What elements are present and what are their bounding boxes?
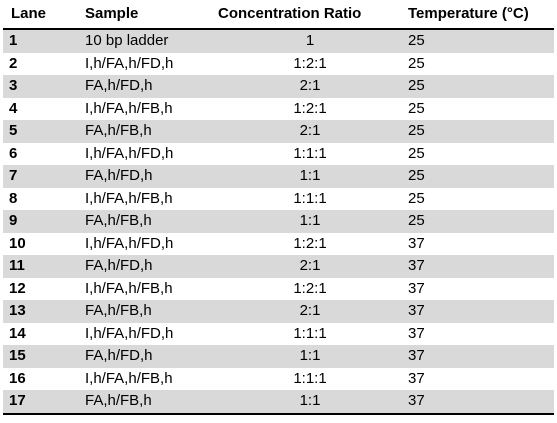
- temperature-cell: 25: [408, 99, 425, 117]
- table-row: 14 I,h/FA,h/FD,h 1:1:1 37: [3, 323, 554, 346]
- concentration-ratio-cell: 1:2:1: [293, 54, 327, 72]
- concentration-ratio-cell: 1:1:1: [293, 324, 327, 342]
- concentration-ratio-cell: 2:1: [299, 302, 321, 319]
- sample-cell: I,h/FA,h/FB,h: [85, 99, 173, 117]
- table-row: 12 I,h/FA,h/FB,h 1:2:1 37: [3, 278, 554, 301]
- temperature-cell: 25: [408, 167, 425, 184]
- sample-cell: 10 bp ladder: [85, 32, 169, 49]
- table-row: 5 FA,h/FB,h 2:1 25: [3, 120, 554, 143]
- table-row: 4 I,h/FA,h/FB,h 1:2:1 25: [3, 98, 554, 121]
- lane-cell: 16: [9, 369, 26, 387]
- table-bottom-rule: [3, 412, 554, 415]
- lane-cell: 14: [9, 324, 26, 342]
- header-sample: Sample: [85, 5, 139, 22]
- table-row: 8 I,h/FA,h/FB,h 1:1:1 25: [3, 188, 554, 211]
- table-row: 11 FA,h/FD,h 2:1 37: [3, 255, 554, 278]
- header-temperature: Temperature (°C): [408, 5, 529, 22]
- concentration-ratio-cell: 1:1: [299, 392, 321, 409]
- header-concentration-ratio: Concentration Ratio: [218, 5, 362, 22]
- sample-cell: I,h/FA,h/FB,h: [85, 279, 173, 297]
- sample-cell: FA,h/FB,h: [85, 302, 152, 319]
- sample-cell: I,h/FA,h/FD,h: [85, 54, 174, 72]
- lane-cell: 12: [9, 279, 26, 297]
- table-row: 15 FA,h/FD,h 1:1 37: [3, 345, 554, 368]
- table-row: 9 FA,h/FB,h 1:1 25: [3, 210, 554, 233]
- header-lane: Lane: [11, 5, 47, 22]
- concentration-ratio-cell: 1:1: [299, 167, 321, 184]
- lane-cell: 17: [9, 392, 26, 409]
- concentration-ratio-cell: 1:1: [299, 212, 321, 229]
- table-row: 13 FA,h/FB,h 2:1 37: [3, 300, 554, 323]
- lane-cell: 11: [9, 257, 25, 274]
- lane-cell: 3: [9, 77, 18, 94]
- temperature-cell: 37: [408, 279, 425, 297]
- temperature-cell: 37: [408, 369, 425, 387]
- temperature-cell: 25: [408, 32, 425, 49]
- concentration-ratio-cell: 1:2:1: [293, 99, 327, 117]
- lane-cell: 2: [9, 54, 18, 72]
- table-row: 10 I,h/FA,h/FD,h 1:2:1 37: [3, 233, 554, 256]
- temperature-cell: 37: [408, 234, 425, 252]
- concentration-ratio-cell: 1:2:1: [293, 234, 327, 252]
- temperature-cell: 25: [408, 212, 425, 229]
- sample-cell: I,h/FA,h/FB,h: [85, 369, 173, 387]
- table-header-row: Lane Sample Concentration Ratio Temperat…: [3, 0, 554, 30]
- table-row: 3 FA,h/FD,h 2:1 25: [3, 75, 554, 98]
- concentration-ratio-cell: 1:1:1: [293, 189, 327, 207]
- sample-cell: FA,h/FB,h: [85, 212, 152, 229]
- table-row: 16 I,h/FA,h/FB,h 1:1:1 37: [3, 368, 554, 391]
- concentration-ratio-cell: 1:2:1: [293, 279, 327, 297]
- table-row: 7 FA,h/FD,h 1:1 25: [3, 165, 554, 188]
- temperature-cell: 25: [408, 77, 425, 94]
- lane-cell: 6: [9, 144, 18, 162]
- lane-cell: 8: [9, 189, 18, 207]
- table-row: 17 FA,h/FB,h 1:1 37: [3, 390, 554, 413]
- concentration-ratio-cell: 1: [305, 32, 315, 49]
- concentration-ratio-cell: 2:1: [299, 257, 321, 274]
- sample-cell: FA,h/FB,h: [85, 122, 152, 139]
- sample-cell: FA,h/FD,h: [85, 77, 153, 94]
- sample-cell: I,h/FA,h/FD,h: [85, 144, 174, 162]
- sample-cell: FA,h/FD,h: [85, 167, 153, 184]
- lane-cell: 7: [9, 167, 18, 184]
- table-row: 2 I,h/FA,h/FD,h 1:2:1 25: [3, 53, 554, 76]
- lane-cell: 1: [9, 32, 18, 49]
- lane-cell: 9: [9, 212, 18, 229]
- sample-cell: I,h/FA,h/FD,h: [85, 324, 174, 342]
- lane-cell: 15: [9, 347, 26, 364]
- temperature-cell: 25: [408, 122, 425, 139]
- sample-cell: I,h/FA,h/FD,h: [85, 234, 174, 252]
- lane-cell: 10: [9, 234, 26, 252]
- lane-table: Lane Sample Concentration Ratio Temperat…: [3, 0, 554, 415]
- table-row: 1 10 bp ladder 1 25: [3, 30, 554, 53]
- sample-cell: FA,h/FD,h: [85, 347, 153, 364]
- temperature-cell: 37: [408, 392, 425, 409]
- table-row: 6 I,h/FA,h/FD,h 1:1:1 25: [3, 143, 554, 166]
- concentration-ratio-cell: 1:1:1: [293, 144, 327, 162]
- table-body: 1 10 bp ladder 1 25 2 I,h/FA,h/FD,h 1:2:1 25 3 FA…: [3, 30, 554, 413]
- lane-cell: 13: [9, 302, 26, 319]
- concentration-ratio-cell: 2:1: [299, 122, 321, 139]
- lane-cell: 5: [9, 122, 18, 139]
- concentration-ratio-cell: 1:1: [299, 347, 321, 364]
- sample-cell: FA,h/FD,h: [85, 257, 153, 274]
- temperature-cell: 37: [408, 324, 425, 342]
- concentration-ratio-cell: 1:1:1: [293, 369, 327, 387]
- temperature-cell: 37: [408, 347, 425, 364]
- temperature-cell: 25: [408, 144, 425, 162]
- concentration-ratio-cell: 2:1: [299, 77, 321, 94]
- temperature-cell: 37: [408, 257, 425, 274]
- temperature-cell: 37: [408, 302, 425, 319]
- sample-cell: I,h/FA,h/FB,h: [85, 189, 173, 207]
- temperature-cell: 25: [408, 54, 425, 72]
- sample-cell: FA,h/FB,h: [85, 392, 152, 409]
- temperature-cell: 25: [408, 189, 425, 207]
- lane-cell: 4: [9, 99, 18, 117]
